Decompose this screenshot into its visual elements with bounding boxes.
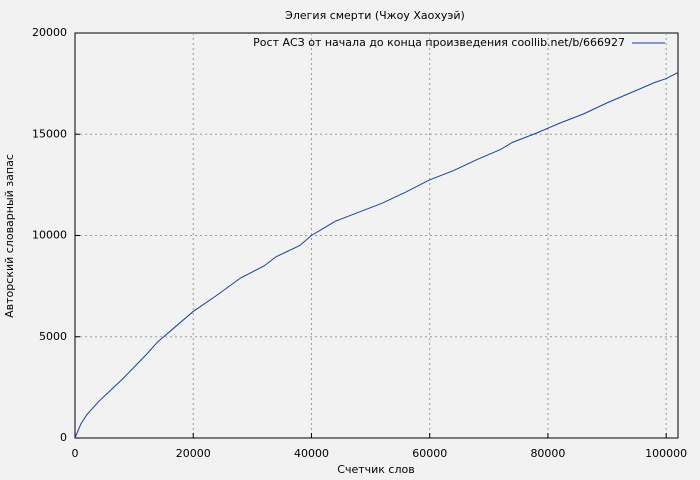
y-tick-label: 5000: [39, 330, 67, 343]
x-tick-label: 20000: [176, 447, 211, 460]
y-tick-label: 20000: [32, 26, 67, 39]
x-tick-label: 40000: [294, 447, 329, 460]
x-tick-label: 100000: [645, 447, 687, 460]
x-axis-label: Счетчик слов: [337, 463, 414, 476]
x-tick-label: 60000: [412, 447, 447, 460]
y-axis-label: Авторский словарный запас: [3, 154, 16, 318]
y-tick-label: 10000: [32, 229, 67, 242]
y-tick-label: 15000: [32, 127, 67, 140]
chart-title: Элегия смерти (Чжоу Хаохуэй): [285, 9, 465, 22]
y-tick-label: 0: [60, 431, 67, 444]
legend-label: Рост АСЗ от начала до конца произведения…: [253, 36, 625, 49]
data-line: [74, 72, 679, 439]
x-tick-label: 80000: [530, 447, 565, 460]
x-tick-label: 0: [72, 447, 79, 460]
